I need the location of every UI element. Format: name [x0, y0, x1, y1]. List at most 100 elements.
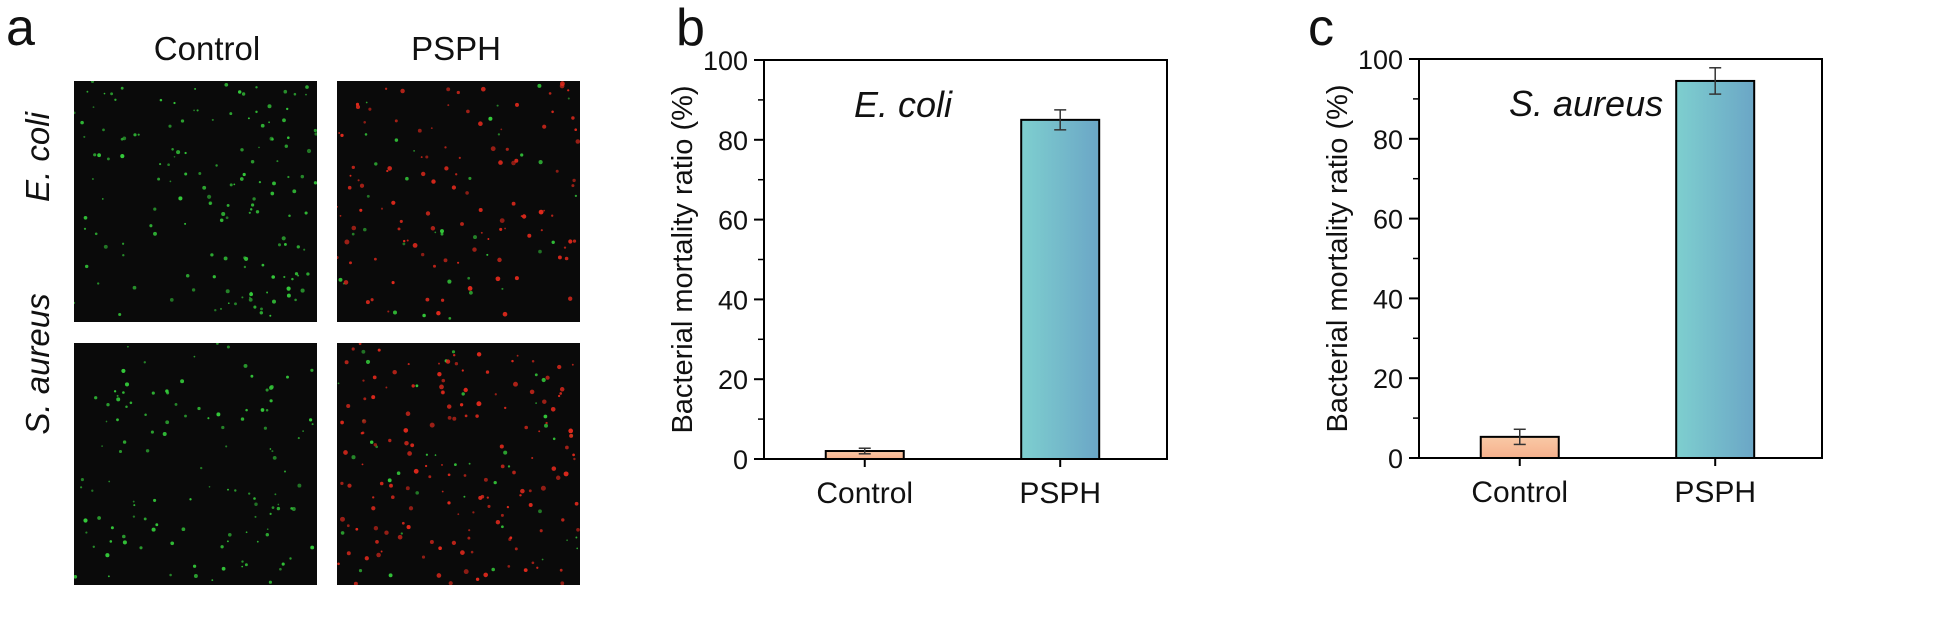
dead-cell-dot [389, 483, 393, 488]
live-cell-dot [216, 412, 221, 417]
dead-cell-dot [370, 298, 374, 302]
dead-cell-dot [478, 208, 483, 212]
dead-cell-dot [571, 116, 575, 120]
dead-cell-dot [451, 540, 457, 546]
dead-cell-dot [576, 527, 580, 532]
micrograph-saureus-psph [337, 342, 580, 586]
dead-cell-dot [429, 540, 434, 544]
live-cell-dot [225, 445, 228, 448]
live-cell-dot [279, 567, 282, 571]
live-cell-dot [434, 231, 437, 234]
plot-frame [763, 59, 1168, 460]
dead-cell-dot [340, 133, 344, 138]
dead-cell-dot [386, 169, 389, 173]
micrograph-dots [72, 79, 318, 317]
y-tick-label: 40 [1373, 284, 1403, 314]
dead-cell-dot [421, 252, 425, 257]
dead-cell-dot [444, 166, 449, 171]
live-cell-dot [306, 148, 312, 154]
live-cell-dot [266, 291, 269, 294]
live-cell-dot [468, 176, 472, 180]
live-cell-dot [337, 382, 340, 385]
live-cell-dot [254, 502, 258, 507]
live-cell-dot [448, 317, 452, 320]
live-cell-dot [133, 504, 136, 507]
dead-cell-dot [355, 104, 361, 110]
live-cell-dot [212, 275, 216, 279]
live-cell-dot [493, 480, 497, 485]
dead-cell-dot [513, 381, 518, 387]
dead-cell-dot [457, 513, 460, 516]
dead-cell-dot [468, 529, 471, 532]
live-cell-dot [178, 196, 183, 201]
dead-cell-dot [538, 209, 544, 215]
live-cell-dot [184, 222, 187, 225]
live-cell-dot [241, 92, 246, 96]
dead-cell-dot [460, 222, 464, 226]
live-cell-dot [286, 286, 291, 291]
dead-cell-dot [476, 352, 482, 357]
dead-cell-dot [476, 401, 482, 407]
live-cell-dot [116, 394, 119, 397]
live-cell-dot [211, 118, 214, 121]
y-tick-label: 100 [703, 46, 748, 76]
dead-cell-dot [542, 399, 547, 404]
live-cell-dot [293, 92, 297, 96]
live-cell-dot [184, 414, 187, 418]
dead-cell-dot [557, 364, 562, 370]
live-cell-dot [394, 138, 399, 142]
dead-cell-dot [463, 387, 468, 393]
dead-cell-dot [555, 475, 561, 481]
dead-cell-dot [572, 239, 577, 243]
panel-b-letter: b [676, 0, 705, 57]
dead-cell-dot [568, 239, 573, 244]
live-cell-dot [566, 539, 568, 542]
live-cell-dot [576, 547, 579, 550]
dead-cell-dot [500, 464, 505, 469]
live-cell-dot [283, 89, 288, 94]
live-cell-dot [173, 101, 176, 105]
dead-cell-dot [443, 258, 448, 263]
live-cell-dot [118, 312, 122, 317]
live-cell-dot [189, 498, 192, 501]
dead-cell-dot [404, 440, 409, 446]
dead-cell-dot [447, 501, 451, 505]
live-cell-dot [503, 450, 508, 455]
dead-cell-dot [507, 565, 511, 568]
live-cell-dot [387, 478, 392, 483]
dead-cell-dot [446, 404, 452, 409]
micrograph-dots [335, 81, 581, 320]
live-cell-dot [268, 580, 272, 584]
dead-cell-dot [431, 179, 436, 184]
live-cell-dot [269, 512, 272, 515]
dead-cell-dot [399, 219, 403, 223]
dead-cell-dot [531, 456, 534, 460]
live-cell-dot [241, 565, 244, 568]
dead-cell-dot [400, 88, 405, 94]
live-cell-dot [180, 379, 185, 384]
dead-cell-dot [371, 395, 376, 400]
live-cell-dot [80, 486, 83, 489]
live-cell-dot [116, 418, 119, 422]
dead-cell-dot [335, 255, 339, 260]
dead-cell-dot [504, 406, 507, 410]
live-cell-dot [422, 313, 426, 318]
chart-s-aureus: 0 20 40 60 80 100 Control PSPH S. aureus Bacteria… [1322, 45, 1823, 509]
live-cell-dot [544, 423, 548, 428]
live-cell-dot [245, 531, 248, 534]
dead-cell-dot [511, 359, 514, 363]
dead-cell-dot [495, 520, 501, 525]
live-cell-dot [102, 198, 104, 200]
dead-cell-dot [417, 128, 422, 133]
live-cell-dot [253, 497, 256, 500]
live-cell-dot [165, 389, 169, 393]
live-cell-dot [214, 309, 217, 312]
dead-cell-dot [373, 257, 377, 261]
live-cell-dot [167, 163, 170, 167]
dead-cell-dot [524, 425, 528, 430]
live-cell-dot [255, 110, 258, 114]
live-cell-dot [272, 455, 277, 460]
live-cell-dot [243, 265, 247, 269]
dead-cell-dot [440, 298, 445, 302]
live-cell-dot [351, 232, 355, 236]
